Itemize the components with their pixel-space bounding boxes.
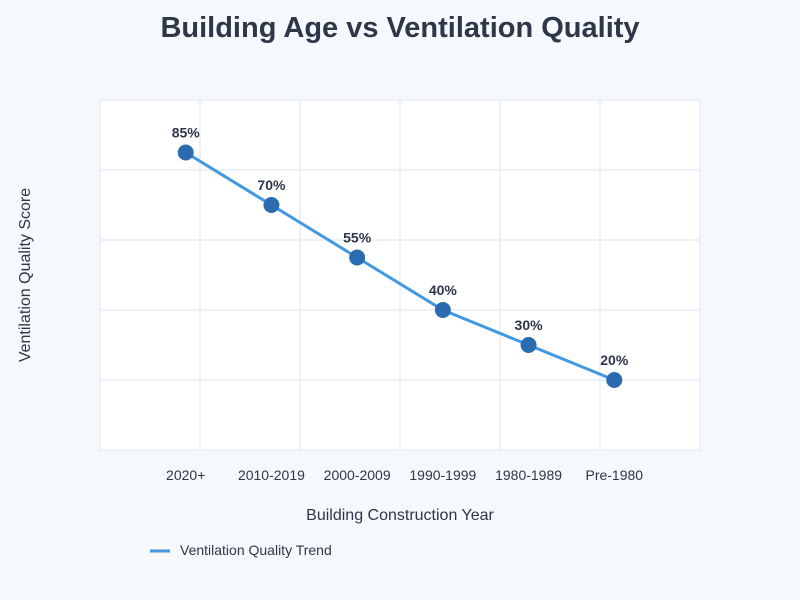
data-point: [177, 144, 194, 161]
data-point: [520, 337, 537, 353]
y-axis-label: Ventilation Quality Score: [17, 188, 34, 362]
x-tick-label: 2010-2019: [238, 467, 305, 483]
data-label: 85%: [172, 125, 201, 141]
x-tick-label: 1990-1999: [409, 467, 476, 483]
data-label: 70%: [257, 177, 286, 193]
x-tick-label: 2000-2009: [324, 467, 391, 483]
x-tick-label: Pre-1980: [585, 467, 643, 483]
data-label: 30%: [515, 317, 544, 333]
data-point: [606, 372, 623, 388]
data-label: 40%: [429, 282, 458, 298]
x-axis-label: Building Construction Year: [306, 507, 494, 524]
data-label: 55%: [343, 230, 372, 246]
legend-label: Ventilation Quality Trend: [180, 542, 332, 558]
data-point: [349, 249, 366, 266]
x-tick-label: 2020+: [166, 467, 205, 483]
data-point: [263, 197, 280, 213]
data-point: [434, 302, 451, 318]
chart-title: Building Age vs Ventilation Quality: [160, 12, 640, 44]
series-line: [184, 151, 615, 382]
x-tick-label: 1980-1989: [495, 467, 562, 483]
data-label: 20%: [600, 352, 629, 368]
